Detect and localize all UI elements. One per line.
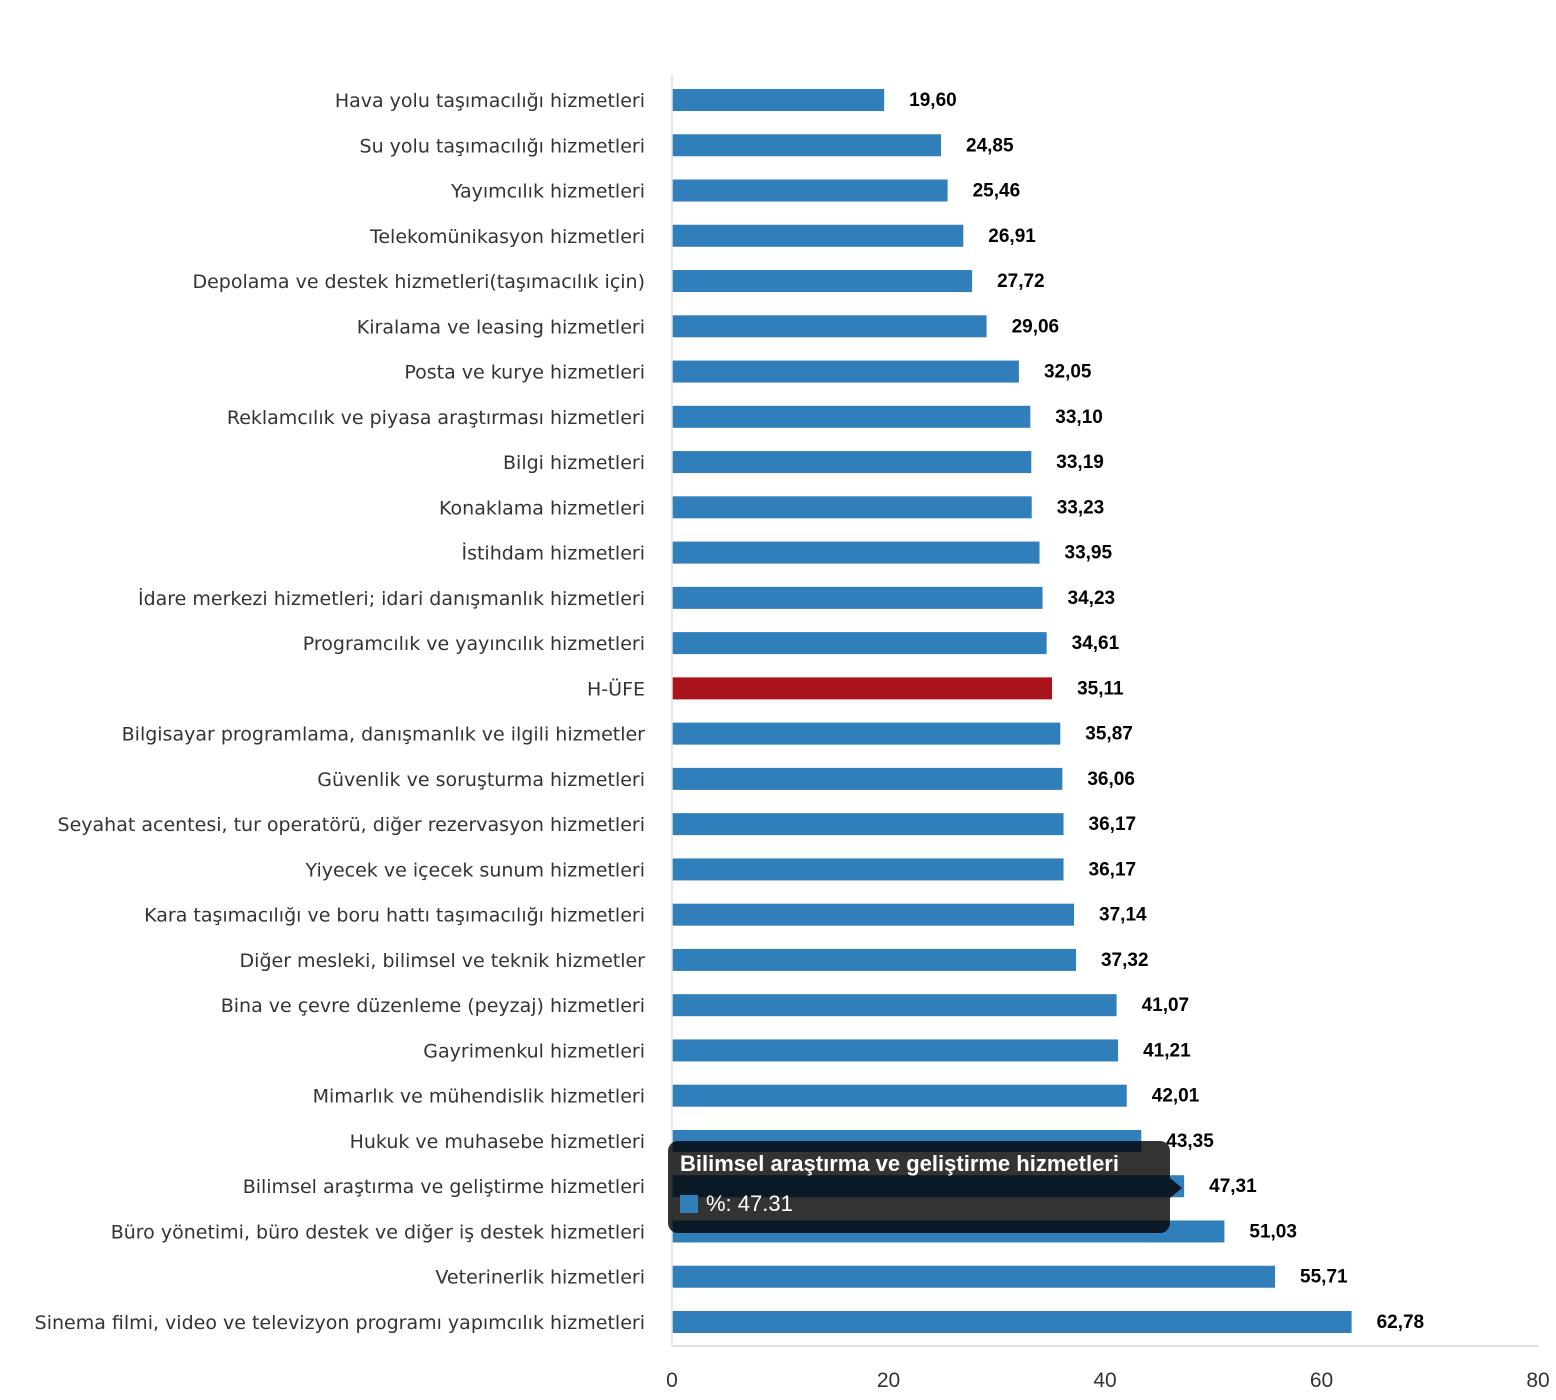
value-label: 19,60 xyxy=(909,90,957,111)
value-label: 36,06 xyxy=(1087,769,1135,790)
tooltip-arrow xyxy=(1170,1178,1182,1198)
category-label: Bilimsel araştırma ve geliştirme hizmetl… xyxy=(243,1176,645,1198)
value-label: 41,07 xyxy=(1142,995,1190,1016)
category-label: Güvenlik ve soruşturma hizmetleri xyxy=(317,769,645,791)
bar[interactable] xyxy=(672,994,1117,1017)
category-label: Konaklama hizmetleri xyxy=(439,497,645,519)
category-label: Su yolu taşımacılığı hizmetleri xyxy=(360,135,645,157)
value-label: 47,31 xyxy=(1209,1176,1257,1197)
value-label: 36,17 xyxy=(1089,814,1137,835)
category-label: İstihdam hizmetleri xyxy=(461,542,645,565)
bar[interactable] xyxy=(672,134,942,157)
value-label: 34,23 xyxy=(1068,588,1116,609)
bar[interactable] xyxy=(672,1039,1119,1062)
bar[interactable] xyxy=(672,1311,1352,1333)
category-label: Seyahat acentesi, tur operatörü, diğer r… xyxy=(58,814,645,836)
category-label: Hukuk ve muhasebe hizmetleri xyxy=(350,1131,645,1153)
value-label: 33,23 xyxy=(1057,497,1105,518)
value-label: 34,61 xyxy=(1072,633,1120,654)
value-label: 36,17 xyxy=(1089,859,1137,880)
bar[interactable] xyxy=(672,89,885,111)
x-tick-label: 0 xyxy=(666,1369,678,1392)
category-label: Telekomünikasyon hizmetleri xyxy=(369,226,645,248)
value-label: 43,35 xyxy=(1166,1131,1214,1152)
category-label: H-ÜFE xyxy=(587,677,645,700)
value-label: 37,32 xyxy=(1101,950,1149,971)
bar[interactable] xyxy=(672,179,948,202)
bar[interactable] xyxy=(672,270,973,293)
bar[interactable] xyxy=(672,858,1064,881)
value-label: 62,78 xyxy=(1377,1312,1425,1333)
bar[interactable] xyxy=(672,632,1047,655)
value-label: 32,05 xyxy=(1044,362,1092,383)
bar[interactable] xyxy=(672,496,1032,519)
bar[interactable] xyxy=(672,541,1040,564)
value-label: 41,21 xyxy=(1143,1040,1191,1061)
tooltip-title: Bilimsel araştırma ve geliştirme hizmetl… xyxy=(680,1151,1119,1176)
bar[interactable] xyxy=(672,948,1076,971)
value-label: 55,71 xyxy=(1300,1267,1348,1288)
category-label: Yayımcılık hizmetleri xyxy=(450,181,645,203)
category-label: İdare merkezi hizmetleri; idari danışman… xyxy=(138,587,645,610)
bar[interactable] xyxy=(672,722,1061,745)
x-tick-label: 20 xyxy=(877,1369,900,1392)
category-label: Bilgisayar programlama, danışmanlık ve i… xyxy=(122,724,646,746)
category-label: Büro yönetimi, büro destek ve diğer iş d… xyxy=(111,1221,645,1243)
series-swatch xyxy=(680,1195,698,1213)
category-label: Bina ve çevre düzenleme (peyzaj) hizmetl… xyxy=(221,995,645,1017)
x-tick-label: 60 xyxy=(1310,1369,1333,1392)
bar[interactable] xyxy=(672,1084,1127,1107)
bar[interactable] xyxy=(672,903,1075,926)
value-label: 25,46 xyxy=(973,181,1021,202)
value-label: 26,91 xyxy=(988,226,1036,247)
category-label: Posta ve kurye hizmetleri xyxy=(404,362,645,384)
value-label: 42,01 xyxy=(1152,1086,1200,1107)
bar[interactable] xyxy=(672,1265,1276,1288)
value-label: 24,85 xyxy=(966,135,1014,156)
bar[interactable] xyxy=(672,405,1031,428)
bar-highlight[interactable] xyxy=(672,677,1053,700)
bar[interactable] xyxy=(672,813,1064,836)
tooltip-value: %: 47.31 xyxy=(706,1191,793,1216)
value-label: 33,95 xyxy=(1065,543,1113,564)
category-label: Yiyecek ve içecek sunum hizmetleri xyxy=(305,859,645,881)
category-label: Mimarlık ve mühendislik hizmetleri xyxy=(313,1086,645,1108)
category-label: Diğer mesleki, bilimsel ve teknik hizmet… xyxy=(240,950,646,972)
bar[interactable] xyxy=(672,586,1043,609)
category-label: Veterinerlik hizmetleri xyxy=(435,1267,645,1289)
category-label: Kiralama ve leasing hizmetleri xyxy=(357,316,645,338)
category-label: Kara taşımacılığı ve boru hattı taşımacı… xyxy=(144,905,645,927)
value-label: 51,03 xyxy=(1249,1221,1297,1242)
category-label: Programcılık ve yayıncılık hizmetleri xyxy=(303,633,645,655)
category-label: Bilgi hizmetleri xyxy=(503,452,645,474)
value-label: 35,11 xyxy=(1077,678,1124,699)
value-label: 37,14 xyxy=(1099,905,1147,926)
x-tick-label: 80 xyxy=(1526,1369,1549,1392)
bar[interactable] xyxy=(672,767,1063,790)
x-tick-label: 40 xyxy=(1093,1369,1116,1392)
category-label: Hava yolu taşımacılığı hizmetleri xyxy=(335,90,645,112)
category-label: Depolama ve destek hizmetleri(taşımacılı… xyxy=(192,271,645,293)
tooltip-row: %: 47.31 xyxy=(680,1191,1158,1217)
value-label: 33,10 xyxy=(1055,407,1103,428)
value-label: 33,19 xyxy=(1056,452,1104,473)
bar[interactable] xyxy=(672,224,964,247)
bar[interactable] xyxy=(672,451,1032,474)
category-label: Sinema filmi, video ve televizyon progra… xyxy=(35,1312,645,1334)
tooltip: Bilimsel araştırma ve geliştirme hizmetl… xyxy=(668,1141,1182,1233)
category-label: Gayrimenkul hizmetleri xyxy=(423,1040,645,1062)
value-label: 27,72 xyxy=(997,271,1045,292)
bar[interactable] xyxy=(672,360,1019,383)
category-label: Reklamcılık ve piyasa araştırması hizmet… xyxy=(227,407,645,429)
value-label: 29,06 xyxy=(1012,316,1060,337)
bar[interactable] xyxy=(672,315,987,338)
value-label: 35,87 xyxy=(1085,724,1133,745)
